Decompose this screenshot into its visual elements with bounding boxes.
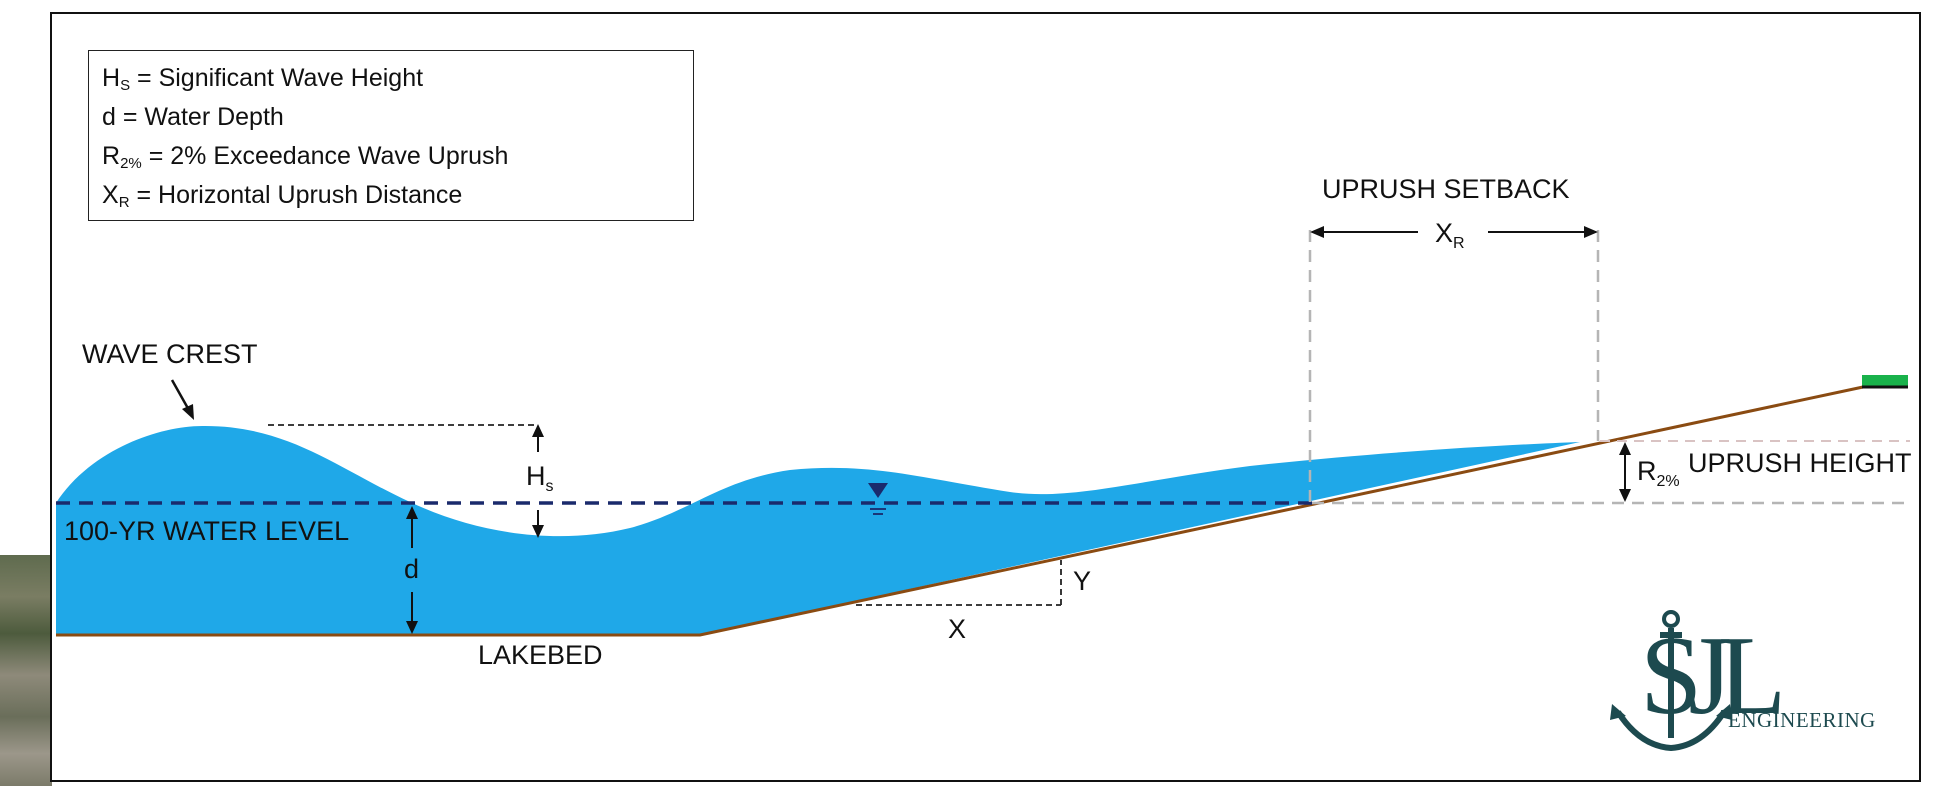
- d-arrowhead-up: [406, 506, 418, 519]
- company-logo: SJL ENGINEERING: [1640, 620, 1910, 760]
- legend-row-r2: R2% = 2% Exceedance Wave Uprush: [102, 142, 509, 172]
- xr-arrowhead-right: [1584, 226, 1598, 238]
- logo-letters: SJL: [1640, 614, 1786, 738]
- logo-subtitle: ENGINEERING: [1728, 708, 1876, 732]
- d-arrowhead-down: [406, 621, 418, 634]
- hs-arrowhead-down: [532, 525, 544, 538]
- uprush-setback-label: UPRUSH SETBACK: [1322, 174, 1570, 204]
- legend-row-d: d = Water Depth: [102, 103, 284, 131]
- wave-crest-label: WAVE CREST: [82, 339, 258, 369]
- grass-marker: [1862, 375, 1908, 386]
- background-photo: [0, 555, 52, 786]
- xr-label: XR: [1435, 218, 1465, 252]
- water-body: [56, 425, 1580, 635]
- slope-y-label: Y: [1073, 566, 1092, 596]
- d-label: d: [404, 554, 420, 584]
- wave-crest-pointer: [170, 379, 192, 413]
- wave-crest-arrowhead: [182, 404, 194, 420]
- water-level-label: 100-YR WATER LEVEL: [64, 516, 350, 546]
- lakebed-label: LAKEBED: [478, 640, 603, 670]
- hs-arrowhead-up: [532, 424, 544, 437]
- xr-arrowhead-left: [1310, 226, 1324, 238]
- slope-x-label: X: [948, 614, 967, 644]
- lakebed-line: [56, 385, 1864, 637]
- legend-box: HS = Significant Wave Height d = Water D…: [88, 50, 694, 221]
- r2-arrowhead-up: [1619, 442, 1631, 455]
- anchor-icon: [1610, 610, 1732, 752]
- r2-label: R2%: [1637, 456, 1680, 490]
- water-surface-symbol: [868, 483, 888, 498]
- r2-arrowhead-down: [1619, 489, 1631, 502]
- legend-row-xr: XR = Horizontal Uprush Distance: [102, 181, 463, 211]
- uprush-height-label: UPRUSH HEIGHT: [1688, 448, 1912, 478]
- legend-row-hs: HS = Significant Wave Height: [102, 64, 424, 94]
- hs-label: Hs: [526, 461, 554, 495]
